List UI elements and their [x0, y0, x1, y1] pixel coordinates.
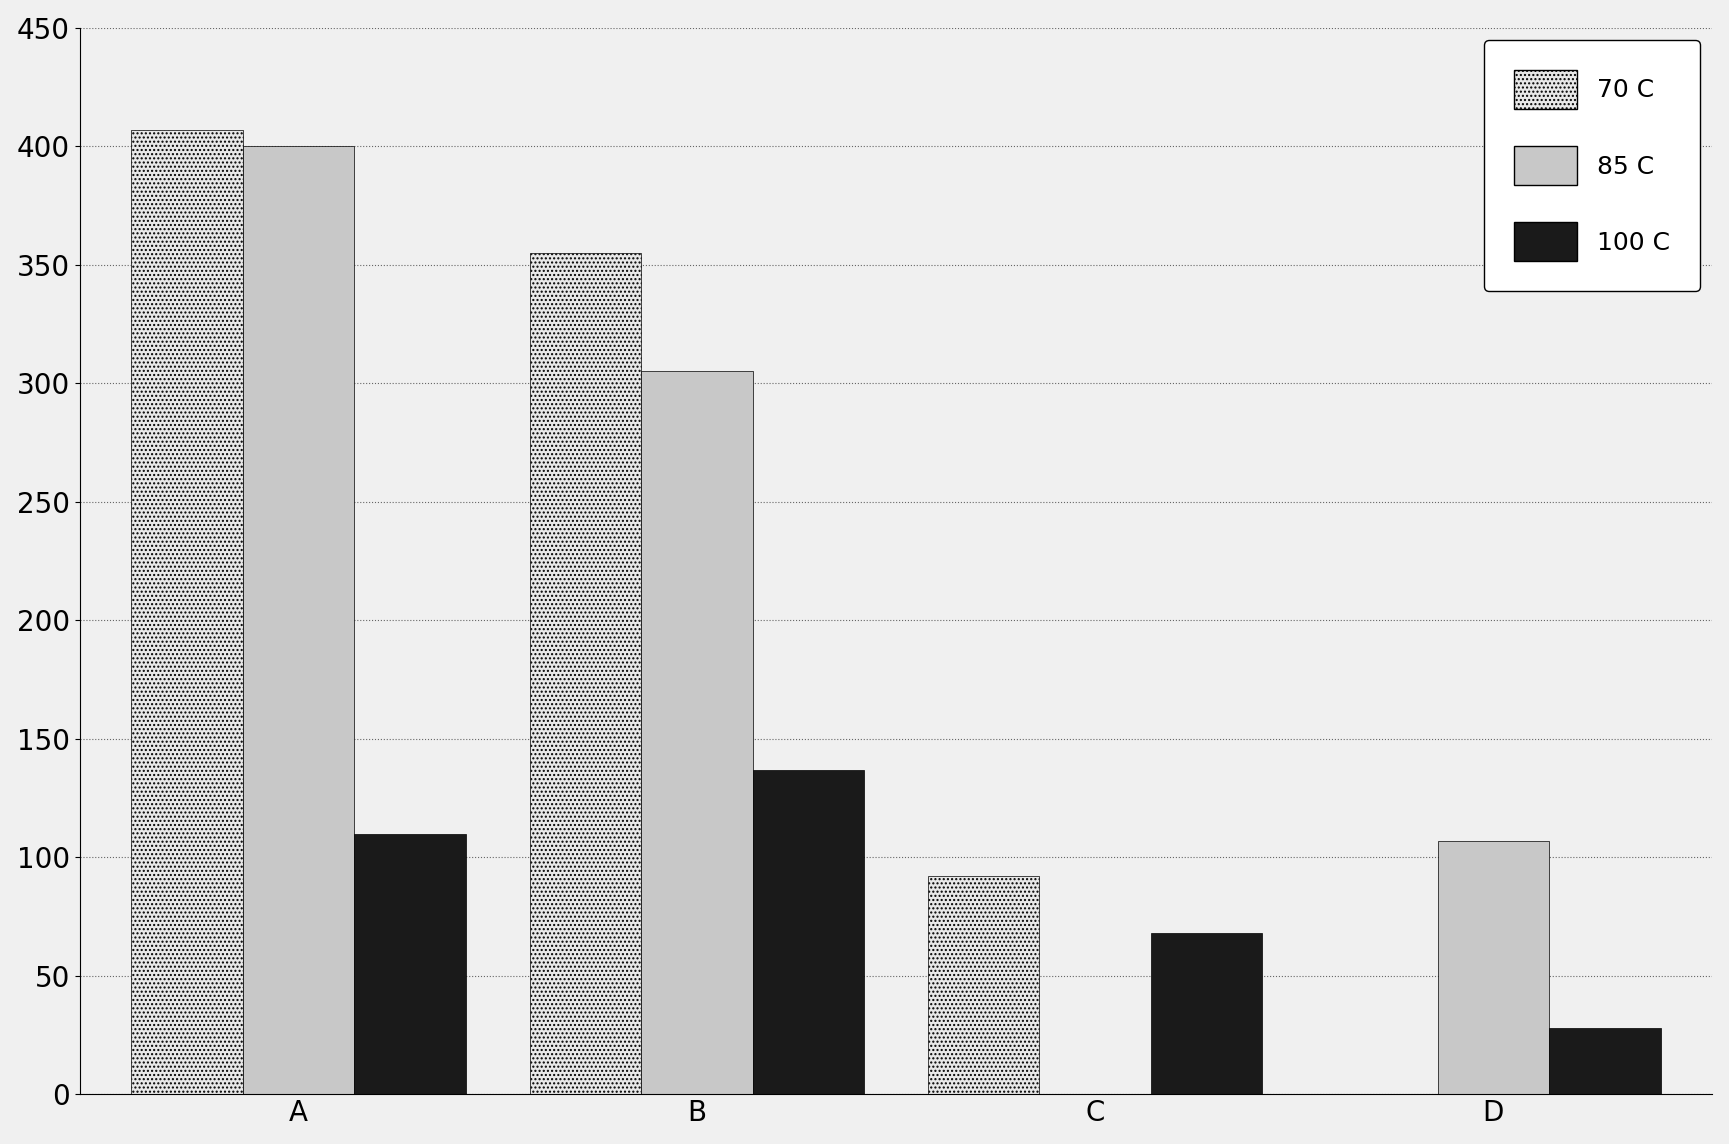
Bar	[529, 253, 641, 1095]
Legend: 70 C, 85 C, 100 C: 70 C, 85 C, 100 C	[1483, 40, 1700, 291]
Bar	[752, 770, 864, 1095]
Bar	[242, 146, 354, 1095]
Bar	[1437, 841, 1549, 1095]
Bar	[354, 834, 465, 1095]
Bar	[131, 129, 242, 1095]
Bar	[641, 372, 752, 1095]
Bar	[928, 876, 1039, 1095]
Bar	[1549, 1028, 1660, 1095]
Bar	[1152, 934, 1262, 1095]
